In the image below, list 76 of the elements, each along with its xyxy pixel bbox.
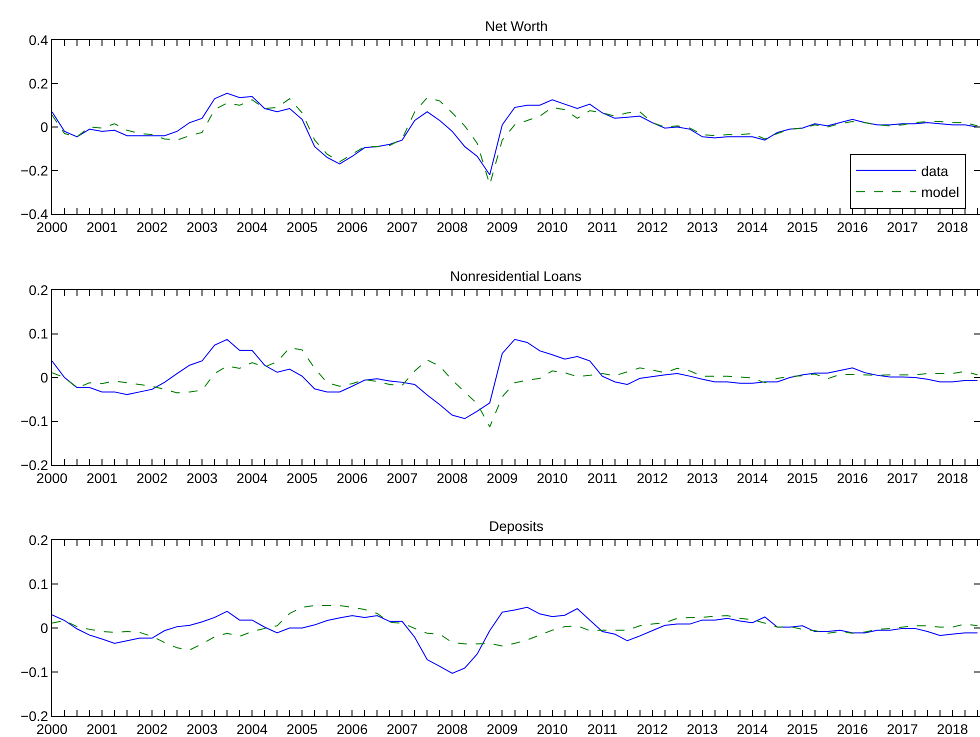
y-tick-label: 0 [40,369,48,386]
y-tick-label: 0 [40,118,48,135]
x-tick-label: 2004 [236,218,268,235]
x-tick-label: 2013 [686,720,718,737]
x-tick-label: 2007 [386,720,418,737]
x-tick-label: 2008 [436,218,468,235]
y-tick-label: −0.1 [20,664,48,680]
y-tick-label: 0.1 [28,576,48,592]
x-tick-label: 2003 [186,720,218,737]
x-tick-label: 2012 [636,470,668,486]
x-tick-label: 2004 [236,720,268,737]
x-tick-label: 2012 [636,720,668,737]
line-series [52,338,978,420]
line-series [52,92,978,176]
x-tick-label: 2018 [936,218,968,235]
x-tick-label: 2016 [836,218,868,235]
line-series [52,347,978,428]
x-tick-label: 2005 [286,720,318,737]
x-tick-label: 2014 [736,470,768,486]
x-tick-label: 2015 [786,720,818,737]
x-tick-label: 2015 [786,470,818,486]
x-tick-label: 2017 [886,218,918,235]
x-tick-label: 2014 [736,720,768,737]
y-tick-label: 0.1 [28,326,48,342]
x-tick-label: 2007 [386,218,418,235]
x-tick-label: 2011 [587,470,618,486]
x-tick-label: 2014 [736,218,768,235]
x-tick-label: 2011 [587,218,618,235]
y-tick-label: 0.4 [28,32,48,48]
y-tick-label: 0 [40,620,48,636]
x-tick-label: 2001 [86,218,118,235]
x-tick-label: 2010 [536,720,568,737]
x-tick-label: 2006 [336,470,368,486]
x-tick-label: 2010 [536,470,568,486]
x-tick-label: 2005 [286,470,318,486]
x-tick-label: 2018 [936,470,968,486]
x-tick-label: 2015 [786,218,818,235]
y-tick-label: 0.2 [28,532,48,548]
x-tick-label: 2011 [587,720,618,737]
x-tick-label: 2008 [436,470,468,486]
chart-title: Net Worth [485,18,548,34]
x-tick-label: 2002 [136,470,168,486]
x-tick-label: 2017 [886,720,918,737]
x-tick-label: 2009 [486,470,518,486]
x-tick-label: 2001 [86,470,118,486]
x-tick-label: 2002 [136,218,168,235]
x-tick-label: 2002 [136,720,168,737]
x-tick-label: 2006 [336,720,368,737]
chart-title: Nonresidential Loans [450,268,582,284]
x-tick-label: 2003 [186,218,218,235]
x-tick-label: 2004 [236,470,268,486]
x-tick-label: 2009 [486,218,518,235]
x-tick-label: 2003 [186,470,218,486]
line-series [52,606,978,674]
x-tick-label: 2010 [536,218,568,235]
y-tick-label: 0.2 [28,282,48,298]
x-tick-label: 2016 [836,720,868,737]
x-tick-label: 2008 [436,720,468,737]
y-tick-label: 0.2 [28,75,48,92]
chart-title: Deposits [489,518,544,534]
x-tick-label: 2012 [636,218,668,235]
x-tick-label: 2009 [486,720,518,737]
x-tick-label: 2018 [936,720,968,737]
x-tick-label: 2006 [336,218,368,235]
x-tick-label: 2016 [836,470,868,486]
x-tick-label: 2013 [686,218,718,235]
x-tick-label: 2007 [386,470,418,486]
x-tick-label: 2017 [886,470,918,486]
legend-label: data [921,162,949,179]
x-tick-label: 2001 [86,720,118,737]
x-tick-label: 2013 [686,470,718,486]
legend-label: model [921,184,960,200]
y-tick-label: −0.2 [20,162,48,178]
x-tick-label: 2005 [286,218,318,235]
line-series [52,605,978,650]
y-tick-label: −0.1 [20,413,48,430]
